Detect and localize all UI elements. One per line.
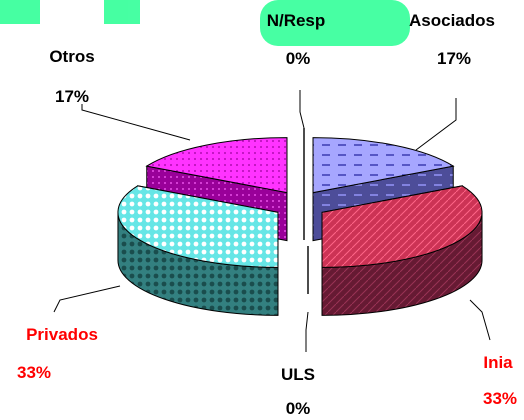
slice-top-asociados	[312, 137, 455, 194]
slice-labels: N/Resp 0% Asociados 17% Otros 17% Privad…	[17, 11, 517, 418]
slice-top-privados	[117, 185, 279, 268]
leader-inia	[469, 299, 491, 341]
pct-privados: 33%	[17, 363, 51, 382]
slice-top-inia	[321, 185, 483, 268]
label-uls: ULS	[281, 365, 315, 384]
label-otros: Otros	[49, 47, 94, 66]
leader-otros	[81, 104, 191, 141]
pct-asociados: 17%	[437, 49, 471, 68]
slice-top-otros	[145, 137, 288, 194]
zero-slice-markers	[303, 128, 309, 294]
background-letters	[0, 0, 410, 46]
leader-privados	[53, 285, 121, 313]
pie-slices	[117, 137, 483, 316]
leader-lines	[53, 90, 491, 352]
slice-inia	[321, 185, 483, 316]
leader-asociados	[415, 98, 457, 151]
pct-n-resp: 0%	[286, 49, 311, 68]
pct-uls: 0%	[286, 399, 311, 418]
label-inia: Inia	[483, 353, 513, 372]
pct-otros: 17%	[55, 87, 89, 106]
slice-privados	[117, 185, 279, 316]
leader-n-resp	[299, 90, 305, 129]
label-n-resp: N/Resp	[267, 11, 326, 30]
pct-inia: 33%	[483, 389, 517, 408]
label-asociados: Asociados	[409, 11, 495, 30]
leader-uls	[305, 311, 309, 352]
label-privados: Privados	[26, 325, 98, 344]
